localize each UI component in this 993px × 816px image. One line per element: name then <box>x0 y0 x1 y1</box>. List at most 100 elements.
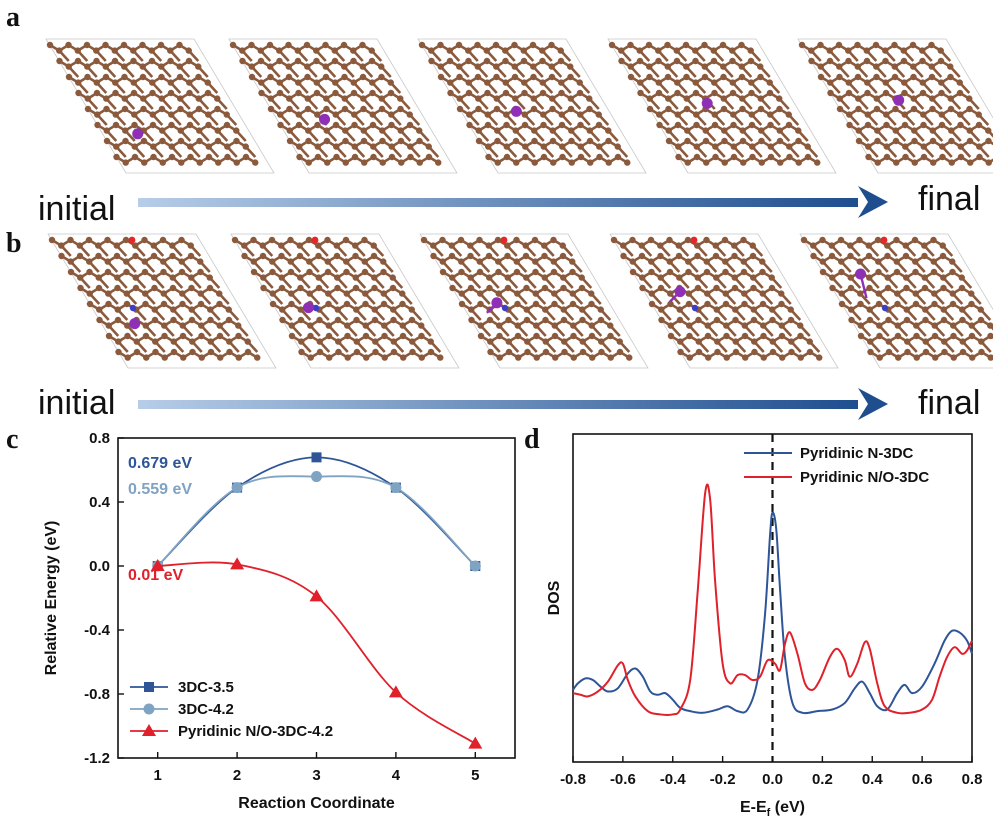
carbon-atom <box>103 127 110 134</box>
carbon-atom <box>495 258 502 265</box>
atoms <box>48 236 261 361</box>
carbon-atom <box>686 332 693 340</box>
carbon-atom <box>867 338 874 345</box>
carbon-atom <box>286 105 293 113</box>
carbon-atom <box>795 137 802 145</box>
carbon-atom <box>371 284 378 292</box>
arrow-a: initial final <box>38 180 980 228</box>
carbon-atom <box>847 284 855 292</box>
carbon-atom <box>540 111 547 118</box>
carbon-atom <box>694 252 701 260</box>
carbon-atom <box>740 236 747 244</box>
carbon-atom <box>732 316 739 324</box>
chart-c-legend-label: 3DC-4.2 <box>178 701 234 718</box>
carbon-atom <box>159 159 166 166</box>
carbon-atom <box>675 153 682 161</box>
carbon-atom <box>225 316 233 324</box>
arrow-a-start-label: initial <box>38 190 115 228</box>
carbon-atom <box>560 284 567 292</box>
carbon-atom <box>198 322 205 329</box>
carbon-atom <box>711 79 718 86</box>
carbon-atom <box>225 306 232 313</box>
carbon-atom <box>732 348 740 356</box>
carbon-atom <box>560 274 567 281</box>
carbon-atom <box>873 95 880 102</box>
panel-letter-c: c <box>6 424 19 455</box>
carbon-atom <box>894 290 901 297</box>
carbon-atom <box>838 268 845 276</box>
carbon-atom <box>465 57 472 65</box>
carbon-atom <box>112 89 119 97</box>
carbon-atom <box>428 57 435 65</box>
carbon-atom <box>195 95 202 102</box>
carbon-atom <box>903 306 910 313</box>
nitrogen-atom <box>129 304 137 312</box>
carbon-atom <box>427 338 434 345</box>
carbon-atom <box>446 57 454 65</box>
carbon-atom <box>502 79 509 86</box>
carbon-atom <box>132 284 140 292</box>
carbon-atom <box>614 153 622 161</box>
carbon-atom <box>362 332 370 340</box>
carbon-atom <box>447 89 454 97</box>
carbon-atom <box>176 73 184 81</box>
carbon-atom <box>142 322 149 329</box>
carbon-atom <box>387 79 394 86</box>
carbon-atom <box>133 348 141 356</box>
carbon-atom <box>58 252 65 260</box>
carbon-atom <box>903 284 910 292</box>
carbon-atom <box>711 121 719 129</box>
panel-b-snapshots <box>47 233 993 369</box>
carbon-atom <box>941 338 948 345</box>
carbon-atom <box>242 143 249 150</box>
carbon-atom <box>169 274 176 281</box>
carbon-atom <box>865 143 872 150</box>
carbon-atom <box>343 300 351 308</box>
carbon-atom <box>532 258 539 265</box>
carbon-atom <box>150 242 157 249</box>
carbon-atom <box>485 153 492 161</box>
carbon-atom <box>331 47 338 54</box>
carbon-atom <box>369 79 376 86</box>
carbon-atom <box>819 268 827 276</box>
carbon-atom <box>627 63 634 70</box>
carbon-atom <box>494 137 501 145</box>
carbon-atom <box>966 105 973 113</box>
carbon-atom <box>369 121 377 129</box>
carbon-atom <box>342 159 349 166</box>
carbon-atom <box>133 338 140 345</box>
carbon-atom <box>664 63 671 70</box>
carbon-atom <box>638 252 646 260</box>
carbon-atom <box>559 252 567 260</box>
carbon-atom <box>113 252 121 260</box>
carbon-atom <box>186 121 194 129</box>
carbon-atom <box>561 338 568 345</box>
carbon-atom <box>940 274 947 281</box>
dopant-atom <box>129 318 141 330</box>
carbon-atom <box>370 153 377 161</box>
carbon-atom <box>778 332 786 340</box>
carbon-atom <box>723 322 730 329</box>
carbon-atom <box>333 143 340 150</box>
carbon-atom <box>295 79 302 86</box>
carbon-atom <box>767 121 774 129</box>
carbon-atom <box>324 236 331 244</box>
carbon-atom <box>684 236 692 244</box>
carbon-atom <box>873 63 880 70</box>
carbon-atom <box>467 252 474 260</box>
chart-c-marker <box>309 589 324 602</box>
carbon-atom <box>67 236 74 244</box>
carbon-atom <box>167 57 174 65</box>
carbon-atom <box>186 79 193 86</box>
carbon-atom <box>939 153 946 161</box>
carbon-atom <box>626 354 633 361</box>
carbon-atom <box>387 89 395 97</box>
carbon-atom <box>884 242 891 249</box>
carbon-atom <box>139 41 146 49</box>
carbon-atom <box>567 95 574 102</box>
carbon-atom <box>340 41 348 49</box>
carbon-atom <box>558 111 565 118</box>
carbon-atom <box>845 89 853 97</box>
carbon-atom <box>747 57 755 65</box>
carbon-atom <box>939 252 947 260</box>
